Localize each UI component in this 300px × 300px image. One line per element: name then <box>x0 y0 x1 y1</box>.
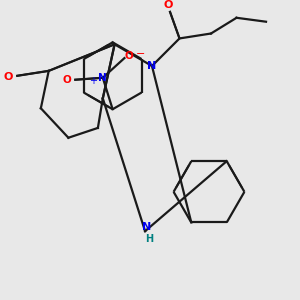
Text: −: − <box>136 49 145 59</box>
Text: O: O <box>125 51 134 61</box>
Text: O: O <box>4 72 13 82</box>
Text: N: N <box>147 61 157 71</box>
Text: N: N <box>142 222 152 232</box>
Text: +: + <box>89 76 97 86</box>
Text: H: H <box>145 234 153 244</box>
Text: N: N <box>98 73 107 83</box>
Text: O: O <box>62 75 71 85</box>
Text: O: O <box>163 0 172 10</box>
